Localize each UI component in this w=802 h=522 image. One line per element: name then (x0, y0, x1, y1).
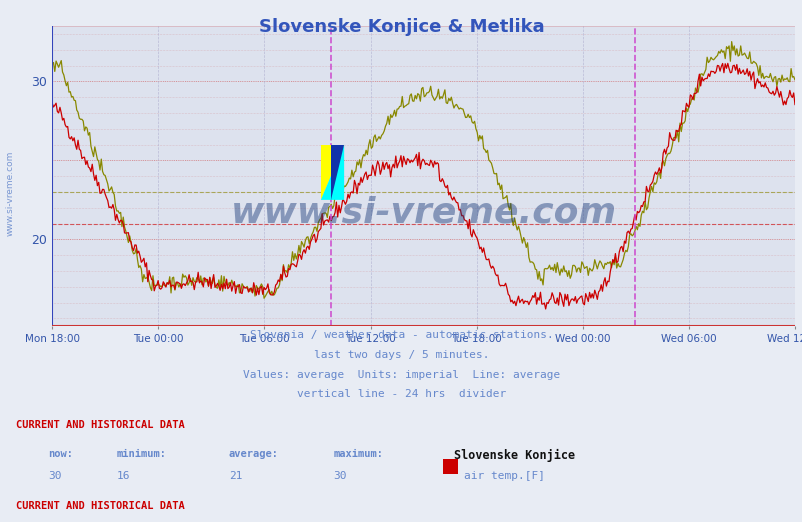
Text: 30: 30 (48, 471, 62, 481)
Text: 21: 21 (229, 471, 242, 481)
Text: air temp.[F]: air temp.[F] (464, 471, 545, 481)
Text: Values: average  Units: imperial  Line: average: Values: average Units: imperial Line: av… (242, 370, 560, 379)
Text: 30: 30 (333, 471, 346, 481)
Text: now:: now: (48, 449, 73, 459)
Text: last two days / 5 minutes.: last two days / 5 minutes. (314, 350, 488, 360)
Text: vertical line - 24 hrs  divider: vertical line - 24 hrs divider (297, 389, 505, 399)
Text: minimum:: minimum: (116, 449, 166, 459)
Polygon shape (321, 145, 344, 200)
Text: CURRENT AND HISTORICAL DATA: CURRENT AND HISTORICAL DATA (16, 420, 184, 430)
Text: Slovenske Konjice & Metlika: Slovenske Konjice & Metlika (258, 18, 544, 36)
Text: www.si-vreme.com: www.si-vreme.com (230, 195, 616, 229)
Text: maximum:: maximum: (333, 449, 383, 459)
Polygon shape (321, 145, 344, 200)
Text: www.si-vreme.com: www.si-vreme.com (6, 150, 14, 236)
Text: Slovenske Konjice: Slovenske Konjice (453, 449, 574, 462)
Text: Slovenia / weather data - automatic stations.: Slovenia / weather data - automatic stat… (249, 330, 553, 340)
Text: CURRENT AND HISTORICAL DATA: CURRENT AND HISTORICAL DATA (16, 501, 184, 511)
Polygon shape (330, 145, 344, 200)
Text: 16: 16 (116, 471, 130, 481)
Text: average:: average: (229, 449, 278, 459)
